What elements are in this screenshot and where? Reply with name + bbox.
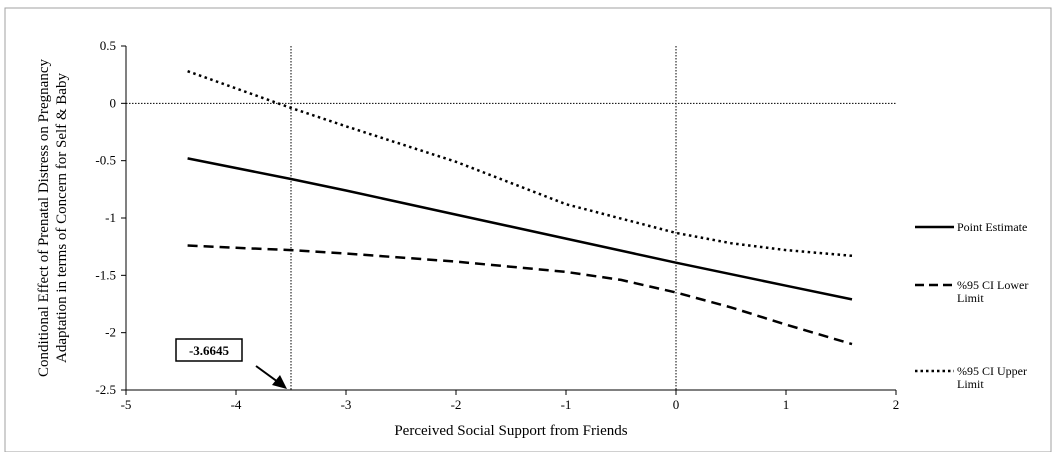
reference-lines [126,46,896,390]
y-tick-label-3: -1 [105,210,116,225]
legend-item-ci-upper: %95 CI Upper Limit [915,364,1027,391]
legend-label-ci-lower-1: %95 CI Lower [957,278,1028,292]
legend: Point Estimate %95 CI Lower Limit %95 CI… [915,220,1028,391]
x-axis-ticks: -5 -4 -3 -2 -1 0 1 2 [121,390,900,412]
y-axis-title-line-1: Conditional Effect of Prenatal Distress … [36,59,52,377]
x-tick-label-7: 2 [893,397,900,412]
y-tick-label-5: -2 [105,325,116,340]
x-tick-label-2: -3 [341,397,352,412]
y-axis-ticks: 0.5 0 -0.5 -1 -1.5 -2 -2.5 [95,38,126,397]
y-tick-label-4: -1.5 [95,267,116,282]
x-tick-label-6: 1 [783,397,790,412]
x-tick-label-3: -2 [451,397,462,412]
x-tick-label-4: -1 [561,397,572,412]
legend-item-point-estimate: Point Estimate [915,220,1027,234]
y-tick-label-6: -2.5 [95,382,116,397]
legend-label-ci-lower-2: Limit [957,291,984,305]
annotation-label: -3.6645 [189,343,230,358]
y-axis-title-line-2: Adaptation in terms of Concern for Self … [54,73,70,363]
y-tick-label-1: 0 [110,95,117,110]
x-tick-label-1: -4 [231,397,242,412]
legend-item-ci-lower: %95 CI Lower Limit [915,278,1028,305]
series-group [187,70,853,346]
ci-lower-line [187,244,853,346]
annotation-box [175,338,243,362]
x-axis-title: Perceived Social Support from Friends [394,423,627,439]
x-tick-label-5: 0 [673,397,680,412]
annotation-arrow-head [272,375,287,389]
legend-label-ci-upper-2: Limit [957,377,984,391]
y-tick-label-2: -0.5 [95,153,116,168]
x-tick-label-0: -5 [121,397,132,412]
legend-label-point-estimate: Point Estimate [957,220,1027,234]
point-estimate-line [187,157,853,301]
legend-label-ci-upper-1: %95 CI Upper [957,364,1027,378]
annotation: -3.6645 [175,338,287,389]
y-axis-title: Conditional Effect of Prenatal Distress … [36,59,70,377]
annotation-arrow-shaft [255,365,279,383]
y-tick-label-0: 0.5 [100,38,116,53]
ci-upper-line [187,70,853,258]
